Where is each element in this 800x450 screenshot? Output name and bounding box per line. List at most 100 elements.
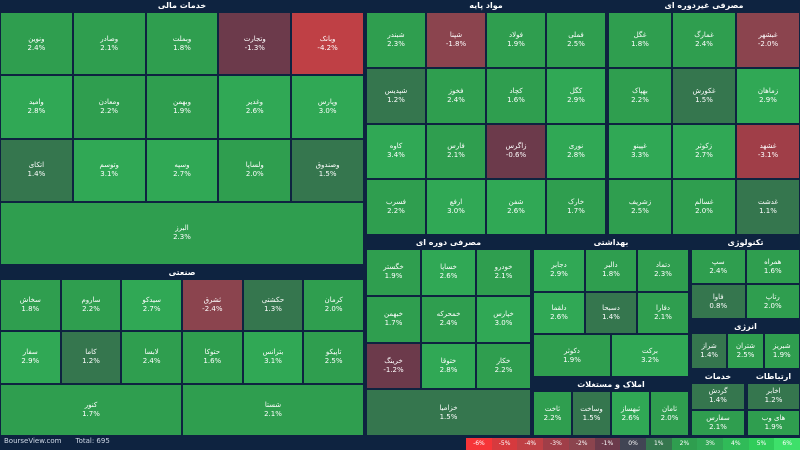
sector: خدمات مالی وبانک -4.2% وتجارت -1.3% وبملت 1.8%… — [0, 0, 364, 265]
stock-tile[interactable]: خرینگ -1.2% — [366, 342, 421, 390]
stock-tile[interactable]: شبندر 2.3% — [366, 12, 426, 68]
stock-tile[interactable]: خپارس 3.0% — [476, 295, 531, 343]
stock-change: 2.8% — [27, 106, 46, 115]
stock-tile[interactable]: غگل 1.8% — [608, 12, 672, 68]
stock-tile[interactable]: لابسا 2.4% — [121, 331, 182, 384]
stock-tile[interactable]: برکت 3.2% — [611, 334, 689, 377]
stock-tile[interactable]: خزامیا 1.5% — [366, 389, 531, 436]
stock-tile[interactable]: خمحرکه 2.4% — [421, 295, 476, 343]
stock-tile[interactable]: وبانک -4.2% — [291, 12, 364, 76]
stock-tile[interactable]: غبشهر -2.0% — [736, 12, 800, 68]
stock-tile[interactable]: وبملت 1.8% — [145, 12, 219, 76]
stock-tile[interactable]: دلقما 2.6% — [533, 291, 585, 335]
stock-tile[interactable]: فولاد 1.9% — [486, 12, 546, 68]
stock-tile[interactable]: دتماد 2.3% — [637, 249, 689, 292]
stock-tile[interactable]: حتوکا 1.6% — [182, 331, 243, 384]
stock-tile[interactable]: غشهد -3.1% — [736, 123, 800, 180]
stock-tile[interactable]: کاما 1.2% — [60, 331, 122, 384]
stock-tile[interactable]: های وب 1.9% — [747, 409, 800, 436]
stock-tile[interactable]: دفارا 2.1% — [637, 291, 689, 335]
stock-tile[interactable]: وتجارت -1.3% — [218, 12, 292, 76]
stock-tile[interactable]: کاوه 3.4% — [366, 123, 426, 180]
stock-tile[interactable]: ومعادن 2.2% — [72, 75, 146, 139]
stock-tile[interactable]: خگستر 1.9% — [366, 249, 421, 296]
stock-tile[interactable]: زکوثر 2.7% — [672, 123, 736, 180]
stock-tile[interactable]: زماهان 2.9% — [736, 67, 800, 124]
stock-tile[interactable]: شفن 2.6% — [486, 179, 546, 235]
stock-tile[interactable]: شپدیس 1.2% — [366, 67, 426, 124]
stock-tile[interactable]: غسالم 2.0% — [672, 179, 736, 235]
stock-tile[interactable]: شبریز 1.9% — [763, 333, 800, 369]
stock-tile[interactable]: زشریف 2.5% — [608, 179, 672, 235]
stock-tile[interactable]: فخوز 2.4% — [426, 67, 486, 124]
stock-tile[interactable]: سیدکو 2.7% — [121, 279, 182, 332]
stock-tile[interactable]: خساپا 2.6% — [421, 249, 476, 296]
stock-tile[interactable]: وساخت 1.5% — [572, 391, 611, 436]
stock-tile[interactable]: ارفع 3.0% — [426, 179, 486, 235]
stock-tile[interactable]: خودرو 2.1% — [476, 249, 531, 296]
stock-tile[interactable]: فارس 2.1% — [426, 123, 486, 180]
stock-tile[interactable]: اخابر 1.2% — [747, 383, 800, 410]
stock-tile[interactable]: وپارس 3.0% — [291, 75, 364, 139]
stock-tile[interactable]: فاوا 0.8% — [691, 284, 746, 319]
stock-change: 2.5% — [324, 357, 343, 366]
stock-tile[interactable]: نوری 2.8% — [546, 123, 606, 180]
stock-tile[interactable]: شراز 1.4% — [691, 333, 728, 369]
stock-tile[interactable]: وامید 2.8% — [0, 75, 73, 139]
stock-tile[interactable]: وسپه 2.7% — [145, 138, 219, 202]
stock-tile[interactable]: شپنا -1.8% — [426, 12, 486, 68]
stock-tile[interactable]: غدشت 1.1% — [736, 179, 800, 235]
stock-tile[interactable]: سخاش 1.8% — [0, 279, 61, 332]
stock-tile[interactable]: وبهمن 1.9% — [145, 75, 219, 139]
stock-tile[interactable]: ولساپا 2.0% — [218, 138, 292, 202]
stock-tile[interactable]: سفارس 2.1% — [691, 409, 745, 436]
stock-tile[interactable]: تاپیکو 2.5% — [303, 331, 364, 384]
stock-tile[interactable]: شستا 2.1% — [182, 383, 364, 436]
stock-tile[interactable]: سپ 2.4% — [691, 249, 746, 284]
stock-tile[interactable]: ثبهساز 2.6% — [611, 391, 650, 436]
sector: تکنولوژی همراه 1.6% سپ 2.4% رتاپ 2.0% فاوا 0.8% — [691, 237, 800, 319]
stock-tile[interactable]: همراه 1.6% — [745, 249, 800, 284]
stock-tile[interactable]: رتاپ 2.0% — [745, 284, 800, 319]
stock-change: 2.1% — [264, 409, 282, 418]
stock-tile[interactable]: ثاخت 2.2% — [533, 391, 572, 436]
stock-tile[interactable]: خکار 2.2% — [476, 342, 531, 390]
stock-tile[interactable]: ثامان 2.0% — [650, 391, 689, 436]
stock-tile[interactable]: غپینو 3.3% — [608, 123, 672, 180]
stock-tile[interactable]: فملی 2.5% — [546, 12, 606, 68]
stock-tile[interactable]: کنور 1.7% — [0, 383, 182, 436]
stock-tile[interactable]: کچاد 1.6% — [486, 67, 546, 124]
stock-tile[interactable]: وصندوق 1.5% — [291, 138, 364, 202]
stock-tile[interactable]: ختوقا 2.8% — [421, 342, 476, 390]
stock-tile[interactable]: ونوین 2.4% — [0, 12, 73, 76]
stock-tile[interactable]: زاگرس -0.6% — [486, 123, 546, 180]
stock-change: 2.1% — [494, 272, 513, 281]
stock-tile[interactable]: ساروم 2.2% — [60, 279, 122, 332]
stock-tile[interactable]: بترانس 3.1% — [242, 331, 304, 384]
stock-name: ساروم — [81, 296, 101, 305]
stock-tile[interactable]: فسرب 2.2% — [366, 179, 426, 235]
stock-tile[interactable]: حکشتی 1.3% — [242, 279, 304, 332]
stock-tile[interactable]: دسبحا 1.4% — [585, 291, 637, 335]
stock-tile[interactable]: دجابر 2.9% — [533, 249, 585, 292]
stock-tile[interactable]: وتوسم 3.1% — [72, 138, 146, 202]
stock-tile[interactable]: سفار 2.9% — [0, 331, 61, 384]
stock-tile[interactable]: وغدیر 2.6% — [218, 75, 292, 139]
stock-tile[interactable]: غکورش 1.5% — [672, 67, 736, 124]
stock-tile[interactable]: وصادر 2.1% — [72, 12, 146, 76]
stock-tile[interactable]: دالبر 1.8% — [585, 249, 637, 292]
stock-tile[interactable]: کرمان 2.0% — [303, 279, 364, 332]
stock-tile[interactable]: البرز 2.3% — [0, 201, 364, 265]
stock-tile[interactable]: اتکای 1.4% — [0, 138, 73, 202]
stock-tile[interactable]: غمارگ 2.4% — [672, 12, 736, 68]
stock-tile[interactable]: بهپاک 2.2% — [608, 67, 672, 124]
stock-tile[interactable]: دکوثر 1.9% — [533, 334, 611, 377]
stock-tile[interactable]: شتران 2.5% — [727, 333, 764, 369]
stock-name: خگستر — [383, 263, 404, 272]
stock-tile[interactable]: گردش 1.4% — [691, 383, 745, 410]
stock-tile[interactable]: خارک 1.7% — [546, 179, 606, 235]
stock-tile[interactable]: کگل 2.9% — [546, 67, 606, 124]
stock-tile[interactable]: ثشرق -2.4% — [182, 279, 243, 332]
stock-tile[interactable]: خبهمن 1.7% — [366, 295, 421, 343]
